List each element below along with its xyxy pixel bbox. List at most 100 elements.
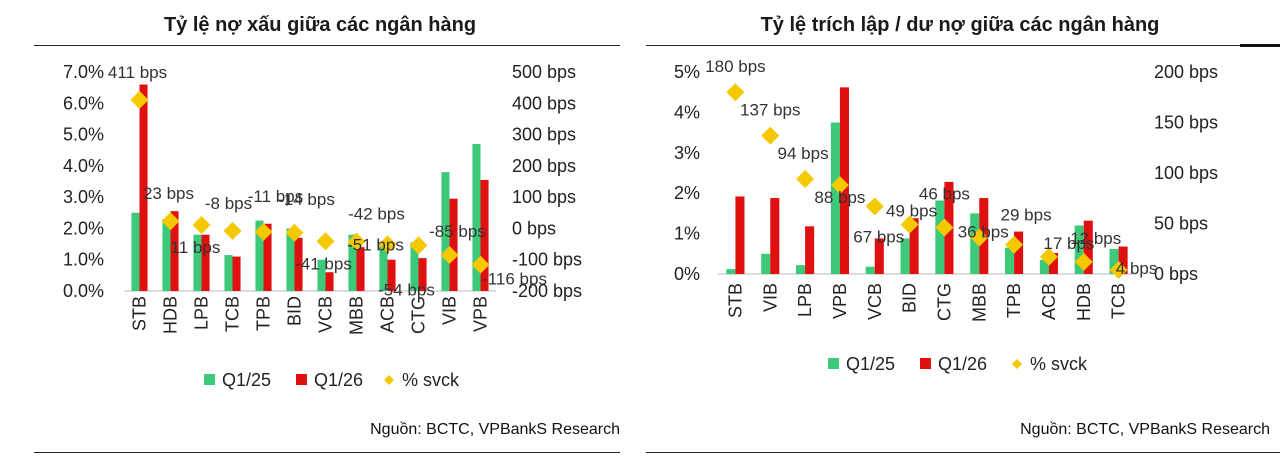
npl-chart-panel: Tỷ lệ nợ xấu giữa các ngân hàng 0.0% 1.0%… (34, 14, 620, 453)
chart-title: Tỷ lệ trích lập / dư nợ giữa các ngân hà… (760, 14, 1160, 36)
marker-svck-VCB (316, 232, 335, 251)
category-label-LPB: LPB (192, 296, 212, 330)
category-label-STB: STB (725, 283, 745, 318)
y-axis-left-tick: 4.0% (63, 156, 104, 176)
data-label-MBB: 36 bps (958, 223, 1009, 242)
data-label-VCB: 67 bps (853, 227, 904, 246)
y-axis-right-tick: 0 bps (1154, 264, 1198, 284)
data-label-TCB: 4 bps (1116, 259, 1158, 278)
category-label-ACB: ACB (378, 296, 398, 333)
marker-svck-LPB (192, 215, 211, 234)
marker-svck-VIB (761, 126, 780, 145)
provision-chart-panel: Tỷ lệ trích lập / dư nợ giữa các ngân hà… (640, 0, 1280, 469)
bar-Q1-25-TCB (224, 255, 233, 291)
bar-Q1-25-VCB (865, 266, 875, 274)
bar-Q1-26-BID (909, 218, 919, 274)
bottom-rule (34, 452, 620, 453)
y-axis-left-tick: 5.0% (63, 125, 104, 145)
bar-Q1-25-MBB (970, 213, 980, 274)
legend-swatch-svck (384, 375, 394, 385)
marker-svck-BID (900, 215, 919, 234)
data-label-ACB: -51 bps (347, 235, 404, 254)
data-label-STB: 411 bps (108, 63, 167, 82)
bar-Q1-25-STB (131, 212, 140, 291)
y-axis-right-tick: -200 bps (512, 281, 582, 301)
data-label-STB: 180 bps (705, 57, 766, 76)
marker-svck-TPB (254, 222, 273, 241)
y-axis-left-tick: 7.0% (63, 62, 104, 82)
data-label-VCB: -41 bps (295, 254, 352, 273)
data-label-TPB: -11 bps (248, 187, 303, 206)
bar-Q1-26-ACB (387, 259, 396, 291)
data-label-VIB: -85 bps (429, 222, 486, 241)
y-axis-left-tick: 0% (674, 264, 700, 284)
data-label-TPB: 29 bps (1001, 206, 1052, 225)
y-axis-right-tick: 400 bps (512, 93, 576, 113)
bar-Q1-25-TPB (1005, 247, 1015, 274)
data-label-VPB: -116 bps (482, 270, 547, 289)
bar-Q1-25-VPB (830, 122, 840, 274)
bar-Q1-26-HDB (1083, 220, 1093, 274)
legend-label-Q1-26: Q1/26 (938, 354, 987, 374)
bar-Q1-26-VCB (325, 272, 334, 291)
legend-swatch-Q1-25 (828, 358, 839, 369)
legend-label-svck: % svck (1030, 354, 1088, 374)
category-label-TCB: TCB (223, 296, 243, 332)
bar-Q1-26-BID (294, 237, 303, 291)
bar-Q1-26-TCB (232, 256, 241, 291)
provision-chart: 0% 1% 2% 3% 4% 5% 0 bps 50 bps 100 bps 150 bps 200… (674, 57, 1218, 374)
npl-chart: 0.0% 1.0% 2.0% 3.0% 4.0% 5.0% 6.0% 7.0% -200 bps… (63, 62, 582, 390)
data-label-VIB: 137 bps (740, 101, 801, 120)
y-axis-right-tick: 0 bps (512, 218, 556, 238)
data-label-TCB: -8 bps (205, 194, 252, 213)
y-axis-left-tick: 3% (674, 143, 700, 163)
category-label-LPB: LPB (795, 283, 815, 317)
y-axis-right-tick: 100 bps (1154, 163, 1218, 183)
bar-Q1-26-HDB (170, 211, 179, 291)
chart-source: Nguồn: BCTC, VPBankS Research (1020, 421, 1270, 438)
marker-svck-MBB (347, 232, 366, 251)
y-axis-left-tick: 3.0% (63, 187, 104, 207)
category-label-TPB: TPB (254, 296, 274, 331)
bar-Q1-26-VCB (874, 238, 884, 274)
category-label-VIB: VIB (440, 296, 460, 325)
category-label-BID: BID (285, 296, 305, 326)
marker-svck-ACB (378, 235, 397, 254)
category-label-MBB: MBB (347, 296, 367, 335)
y-axis-right-tick: 300 bps (512, 125, 576, 145)
category-label-VCB: VCB (316, 296, 336, 333)
marker-svck-STB (130, 90, 149, 109)
category-label-CTG: CTG (934, 283, 954, 321)
y-axis-left-tick: 5% (674, 62, 700, 82)
legend-label-Q1-25: Q1/25 (846, 354, 895, 374)
marker-svck-TCB (1109, 260, 1128, 279)
data-label-ACB: 17 bps (1043, 234, 1094, 253)
category-label-HDB: HDB (1074, 283, 1094, 321)
category-label-TCB: TCB (1109, 283, 1129, 319)
bottom-rule (646, 452, 1280, 453)
bar-Q1-25-LPB (193, 234, 202, 291)
title-rule-accent (1240, 44, 1280, 47)
title-rule (34, 45, 620, 46)
y-axis-right-tick: -100 bps (512, 250, 582, 270)
bar-Q1-26-LPB (805, 226, 815, 274)
y-axis-left-tick: 2% (674, 183, 700, 203)
bar-Q1-26-STB (139, 84, 148, 291)
data-label-BID: 49 bps (886, 202, 937, 221)
title-rule (646, 45, 1240, 46)
legend-label-svck: % svck (402, 370, 460, 390)
data-label-HDB: 23 bps (143, 184, 194, 203)
bar-Q1-26-VPB (480, 179, 489, 291)
bar-Q1-25-BID (900, 238, 910, 274)
marker-svck-MBB (970, 228, 989, 247)
marker-svck-BID (285, 223, 304, 242)
marker-svck-STB (726, 83, 745, 102)
category-label-VPB: VPB (471, 296, 491, 332)
marker-svck-LPB (796, 170, 815, 189)
y-axis-right-tick: 150 bps (1154, 113, 1218, 133)
bar-Q1-25-HDB (162, 219, 171, 291)
bar-Q1-25-LPB (796, 265, 806, 274)
marker-svck-ACB (1039, 247, 1058, 266)
y-axis-left-tick: 2.0% (63, 218, 104, 238)
legend-label-Q1-25: Q1/25 (222, 370, 271, 390)
